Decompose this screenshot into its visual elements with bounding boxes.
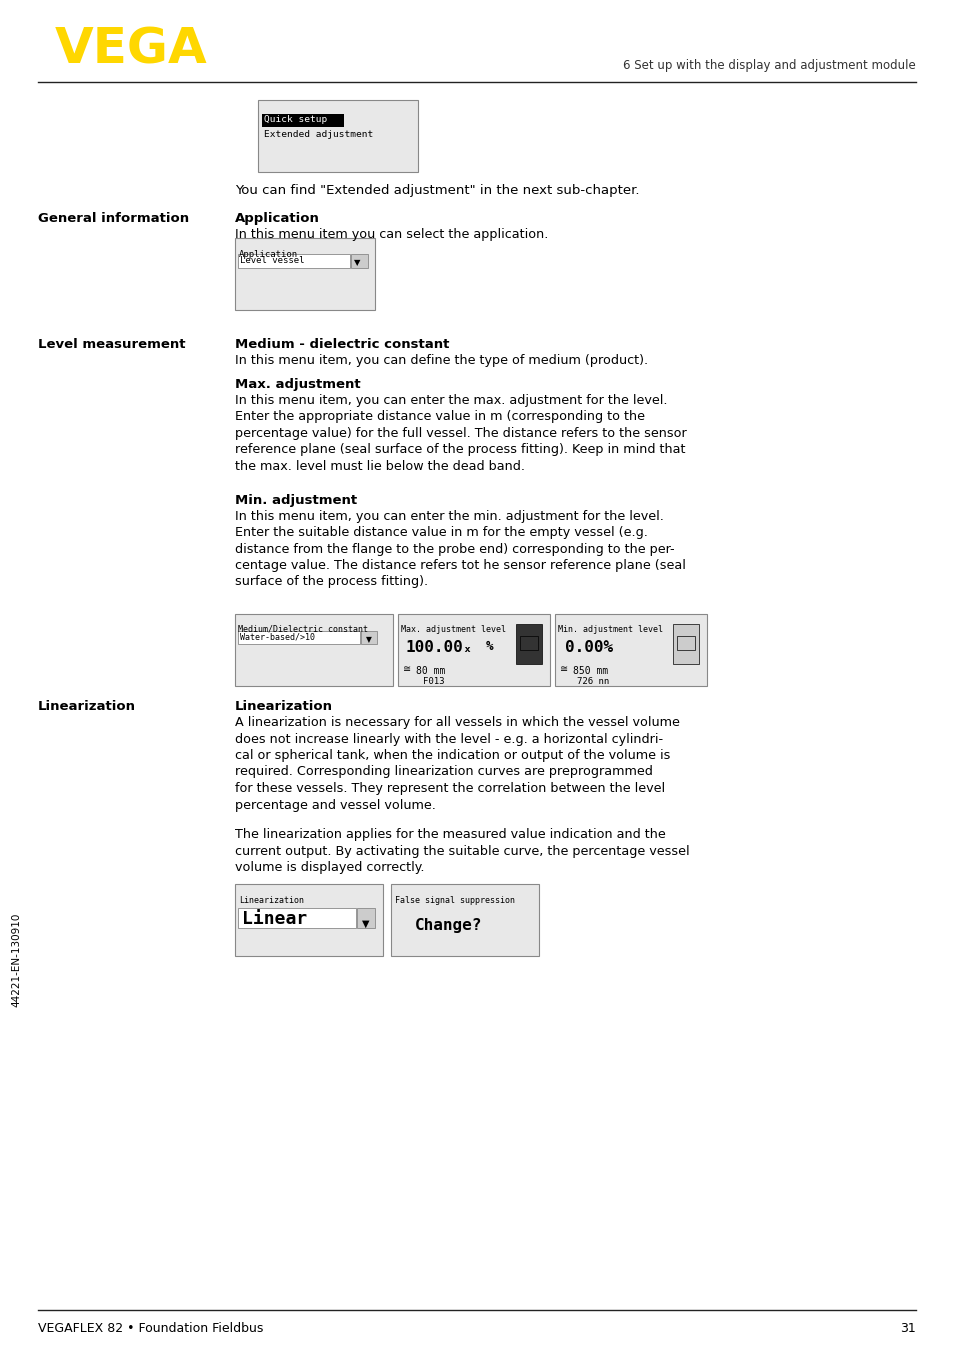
Text: Application: Application [234, 213, 319, 225]
Text: Linearization: Linearization [38, 700, 136, 714]
Bar [519, 636, 537, 650]
Text: 100.00ₓ: 100.00ₓ [406, 640, 473, 655]
Text: In this menu item you can select the application.: In this menu item you can select the app… [234, 227, 548, 241]
Text: 80 mm: 80 mm [416, 666, 445, 676]
Bar [351, 255, 368, 268]
Text: Linearization: Linearization [234, 700, 333, 714]
Bar [397, 613, 550, 686]
Text: Min. adjustment level: Min. adjustment level [558, 626, 662, 634]
Text: %: % [485, 640, 493, 653]
Text: In this menu item, you can define the type of medium (product).: In this menu item, you can define the ty… [234, 353, 647, 367]
Text: In this menu item, you can enter the max. adjustment for the level.: In this menu item, you can enter the max… [234, 394, 667, 408]
Bar [257, 100, 417, 172]
Bar [672, 624, 699, 663]
Text: Medium/Dielectric constant: Medium/Dielectric constant [237, 626, 368, 634]
Text: ≅: ≅ [402, 663, 411, 674]
Text: 44221-EN-130910: 44221-EN-130910 [11, 913, 21, 1007]
Bar [391, 884, 538, 956]
Text: You can find "Extended adjustment" in the next sub-chapter.: You can find "Extended adjustment" in th… [234, 184, 639, 196]
Text: Linearization: Linearization [239, 896, 304, 904]
Text: False signal suppression: False signal suppression [395, 896, 515, 904]
Text: In this menu item, you can enter the min. adjustment for the level.: In this menu item, you can enter the min… [234, 510, 663, 523]
Bar [234, 613, 393, 686]
Bar [516, 624, 541, 663]
Text: ▼: ▼ [366, 635, 372, 645]
Text: F013: F013 [422, 677, 444, 686]
Text: Level vessel: Level vessel [240, 256, 304, 265]
Text: Change?: Change? [415, 918, 482, 933]
Text: ▼: ▼ [354, 259, 360, 267]
Text: Enter the suitable distance value in m for the empty vessel (e.g.
distance from : Enter the suitable distance value in m f… [234, 525, 685, 589]
Bar [237, 631, 359, 645]
Bar [234, 884, 382, 956]
Bar [677, 636, 695, 650]
Text: Extended adjustment: Extended adjustment [264, 130, 373, 139]
Text: 31: 31 [900, 1322, 915, 1335]
Text: 6 Set up with the display and adjustment module: 6 Set up with the display and adjustment… [622, 60, 915, 72]
Bar [237, 909, 355, 927]
Text: 850 mm: 850 mm [573, 666, 608, 676]
Text: Enter the appropriate distance value in m (corresponding to the
percentage value: Enter the appropriate distance value in … [234, 410, 686, 473]
Text: Level measurement: Level measurement [38, 338, 185, 351]
Text: Max. adjustment: Max. adjustment [234, 378, 360, 391]
Text: Quick setup: Quick setup [264, 115, 327, 125]
Text: Min. adjustment: Min. adjustment [234, 494, 356, 506]
Text: ▼: ▼ [362, 919, 370, 929]
Bar [262, 114, 344, 127]
Text: 726 nn: 726 nn [577, 677, 609, 686]
Text: VEGAFLEX 82 • Foundation Fieldbus: VEGAFLEX 82 • Foundation Fieldbus [38, 1322, 263, 1335]
Text: Linear: Linear [242, 910, 307, 927]
Text: The linearization applies for the measured value indication and the
current outp: The linearization applies for the measur… [234, 829, 689, 873]
Bar [234, 238, 375, 310]
Text: Water-based/>10: Water-based/>10 [240, 632, 314, 640]
Text: ≅: ≅ [559, 663, 568, 674]
Bar [555, 613, 706, 686]
Bar [237, 255, 350, 268]
Text: Max. adjustment level: Max. adjustment level [400, 626, 505, 634]
Text: Medium - dielectric constant: Medium - dielectric constant [234, 338, 449, 351]
Text: Application: Application [239, 250, 297, 259]
Text: 0.00%: 0.00% [564, 640, 613, 655]
Bar [360, 631, 376, 645]
Text: General information: General information [38, 213, 189, 225]
Text: VEGA: VEGA [55, 24, 208, 73]
Bar [356, 909, 375, 927]
Text: A linearization is necessary for all vessels in which the vessel volume
does not: A linearization is necessary for all ves… [234, 716, 679, 811]
